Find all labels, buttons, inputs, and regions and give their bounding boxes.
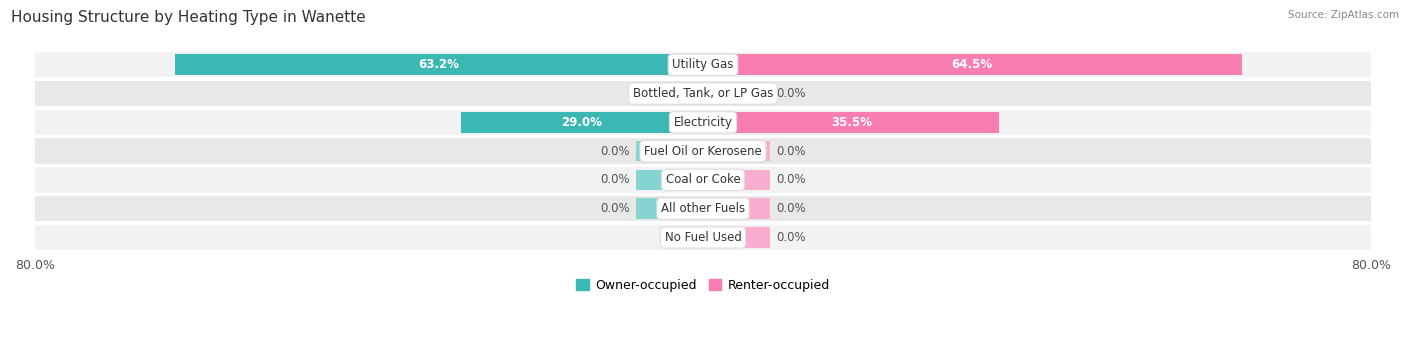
Text: 64.5%: 64.5%	[952, 58, 993, 71]
Text: Utility Gas: Utility Gas	[672, 58, 734, 71]
Bar	[461, 112, 703, 133]
Bar	[703, 141, 770, 162]
Text: 1.3%: 1.3%	[682, 231, 714, 244]
Bar	[176, 54, 703, 75]
Bar	[703, 112, 1000, 133]
Text: 63.2%: 63.2%	[419, 58, 460, 71]
Text: 0.0%: 0.0%	[776, 144, 806, 158]
Bar	[35, 167, 1371, 192]
Text: Electricity: Electricity	[673, 116, 733, 129]
Bar	[703, 227, 770, 248]
Bar	[35, 81, 1371, 106]
Bar	[35, 225, 1371, 250]
Text: 0.0%: 0.0%	[776, 173, 806, 186]
Text: Bottled, Tank, or LP Gas: Bottled, Tank, or LP Gas	[633, 87, 773, 100]
Text: 35.5%: 35.5%	[831, 116, 872, 129]
Text: 6.6%: 6.6%	[659, 87, 692, 100]
Bar	[636, 170, 703, 190]
Bar	[648, 83, 703, 104]
Text: Coal or Coke: Coal or Coke	[665, 173, 741, 186]
Bar	[703, 54, 1241, 75]
Text: 0.0%: 0.0%	[600, 173, 630, 186]
Text: No Fuel Used: No Fuel Used	[665, 231, 741, 244]
Text: 0.0%: 0.0%	[776, 231, 806, 244]
Text: 0.0%: 0.0%	[776, 202, 806, 215]
Bar	[35, 196, 1371, 221]
Bar	[692, 227, 703, 248]
Text: Housing Structure by Heating Type in Wanette: Housing Structure by Heating Type in Wan…	[11, 10, 366, 25]
Text: 0.0%: 0.0%	[600, 144, 630, 158]
Text: All other Fuels: All other Fuels	[661, 202, 745, 215]
Legend: Owner-occupied, Renter-occupied: Owner-occupied, Renter-occupied	[576, 279, 830, 292]
Text: Fuel Oil or Kerosene: Fuel Oil or Kerosene	[644, 144, 762, 158]
Bar	[636, 141, 703, 162]
Text: 29.0%: 29.0%	[561, 116, 602, 129]
Bar	[703, 83, 770, 104]
Bar	[703, 198, 770, 219]
Bar	[636, 198, 703, 219]
Bar	[35, 110, 1371, 135]
Bar	[703, 170, 770, 190]
Text: 0.0%: 0.0%	[600, 202, 630, 215]
Bar	[35, 52, 1371, 78]
Bar	[35, 138, 1371, 164]
Text: 0.0%: 0.0%	[776, 87, 806, 100]
Text: Source: ZipAtlas.com: Source: ZipAtlas.com	[1288, 10, 1399, 20]
